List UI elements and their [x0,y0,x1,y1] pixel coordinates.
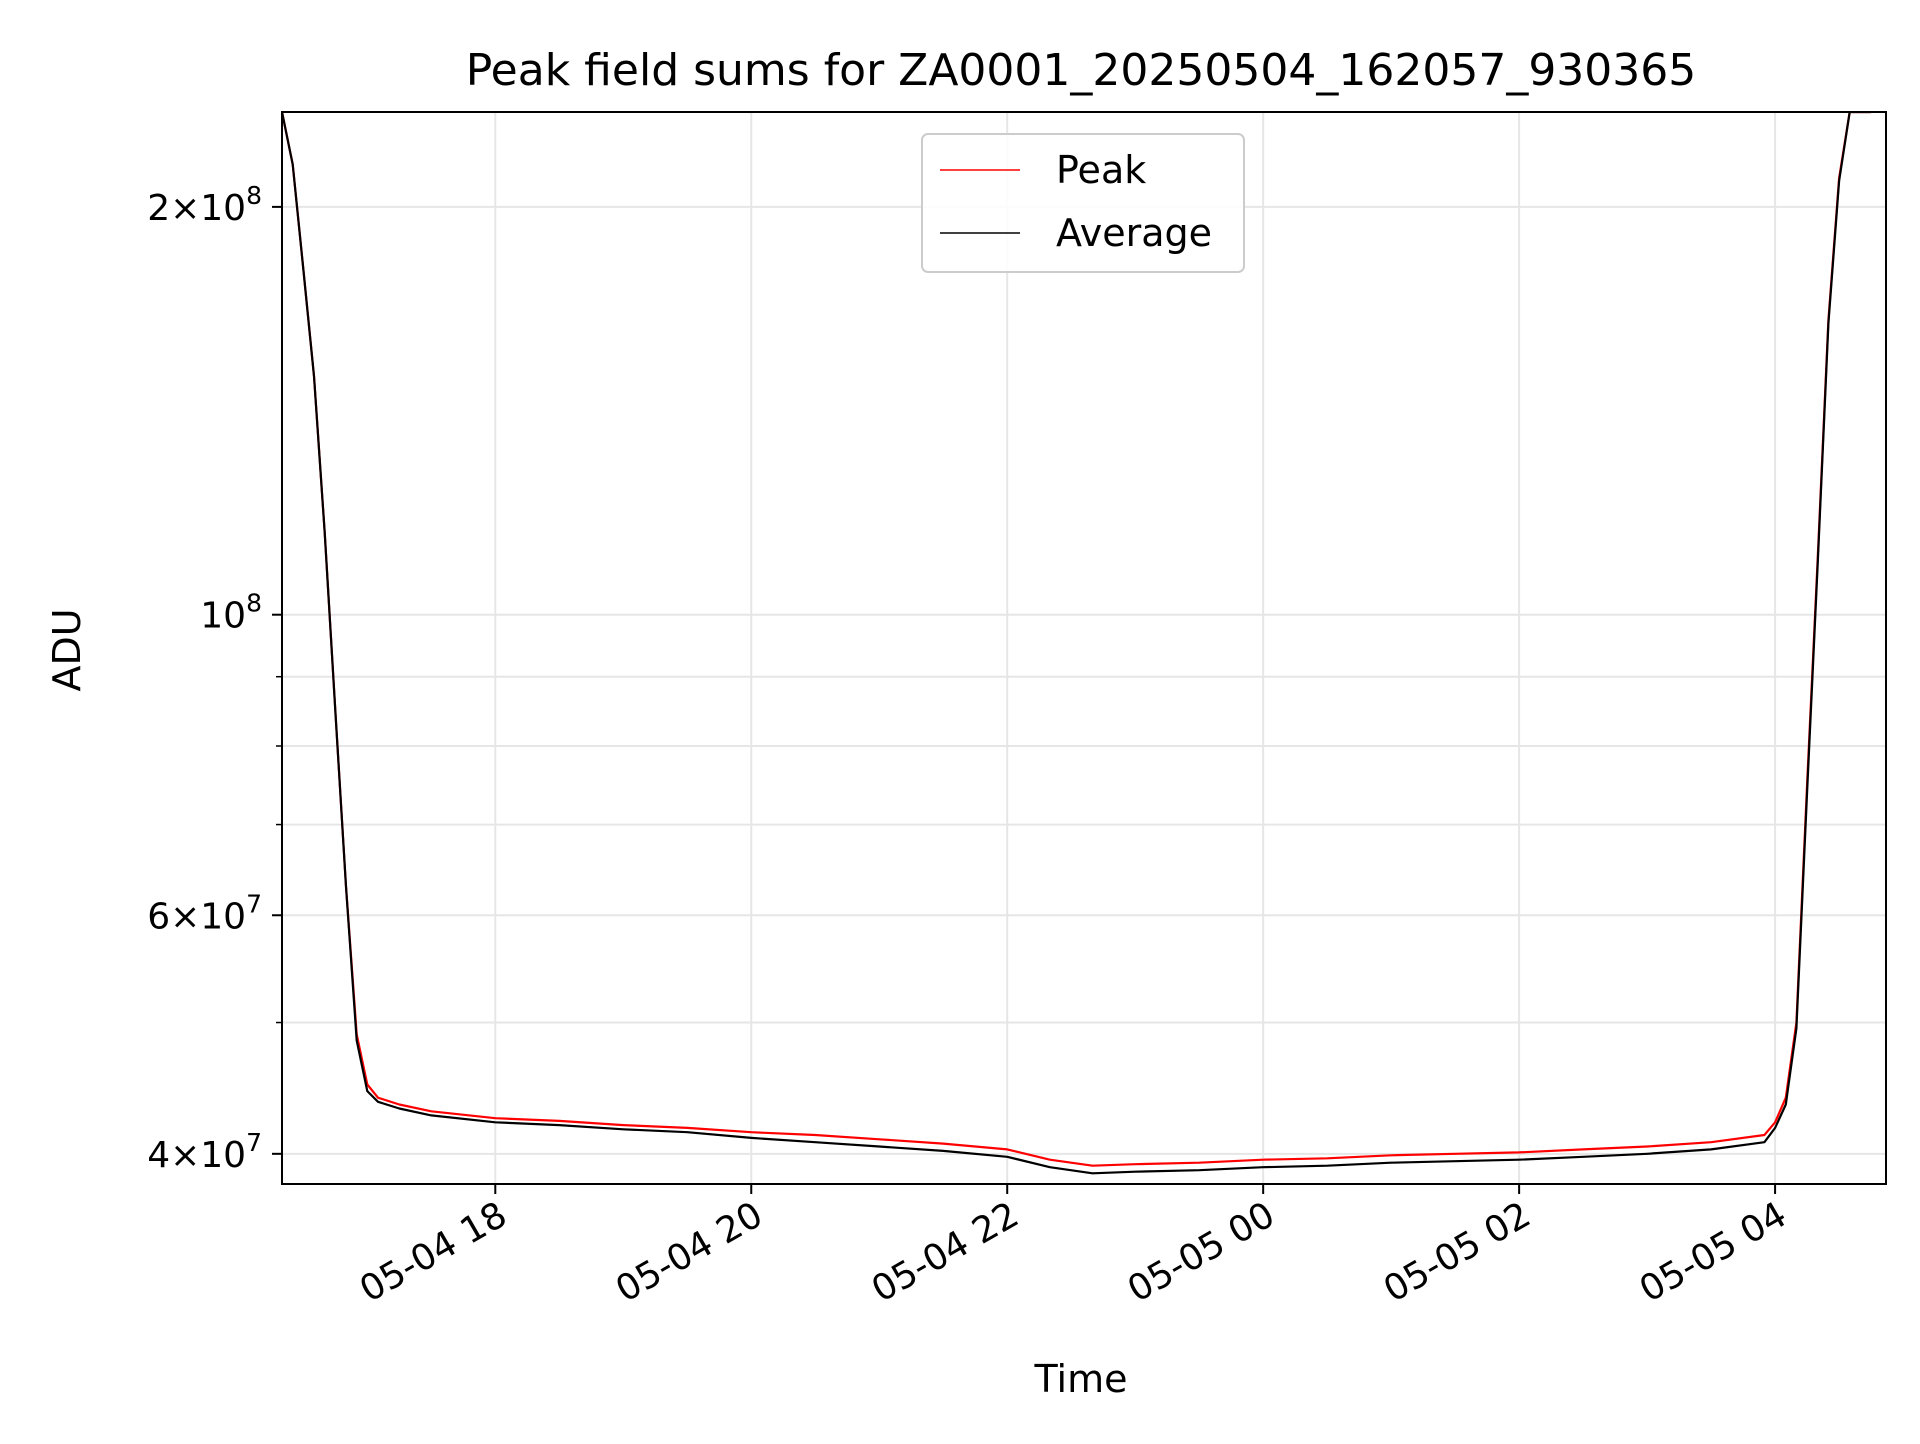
chart-title: Peak field sums for ZA0001_20250504_1620… [466,45,1697,96]
legend-label-peak: Peak [1056,148,1146,192]
y-tick-label: 4×107 [147,1128,262,1176]
legend-frame [921,133,1245,273]
x-axis-label: Time [1034,1357,1128,1401]
y-axis-label: ADU [45,608,89,691]
series-layer [282,112,1872,1175]
plot-frame [281,111,1887,1185]
y-tick-label: 108 [200,589,262,637]
legend-label-average: Average [1056,211,1212,255]
y-tick-label: 6×107 [147,889,262,937]
y-tick-label: 2×108 [147,181,262,229]
series-line-average [282,112,1872,1175]
legend: Peak Average [921,133,1245,273]
